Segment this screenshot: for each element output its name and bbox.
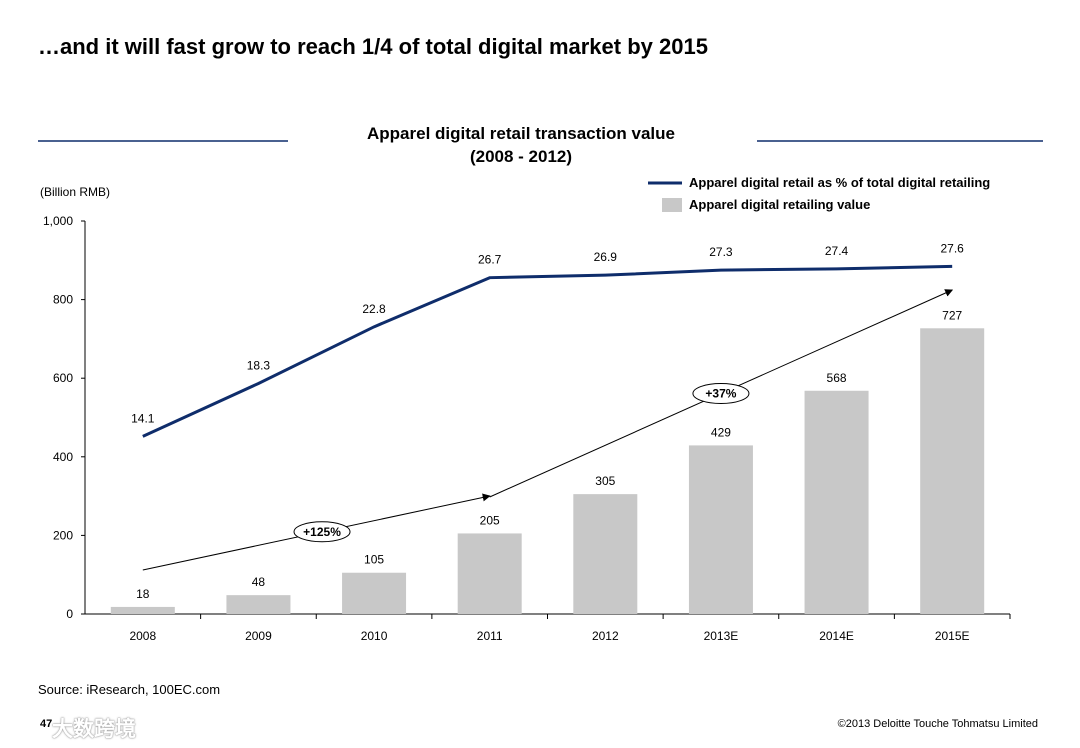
- chart-title: Apparel digital retail transaction value: [367, 124, 675, 143]
- bar-label: 568: [827, 371, 847, 385]
- x-tick-label: 2009: [245, 629, 272, 643]
- line-label: 18.3: [247, 358, 271, 372]
- copyright: ©2013 Deloitte Touche Tohmatsu Limited: [837, 718, 1038, 730]
- page-number: 47: [40, 718, 53, 730]
- y-axis-label: (Billion RMB): [40, 185, 110, 199]
- bar: [457, 533, 522, 614]
- y-tick-label: 600: [53, 371, 73, 385]
- y-tick-label: 0: [66, 607, 73, 621]
- chart-subtitle: (2008 - 2012): [470, 147, 572, 166]
- bar: [920, 328, 985, 614]
- bar-label: 18: [136, 587, 150, 601]
- bar-label: 429: [711, 425, 731, 439]
- line-label: 26.9: [594, 250, 618, 264]
- growth-badge: [293, 521, 351, 543]
- legend-bar-swatch: [662, 198, 682, 212]
- x-tick-label: 2011: [477, 629, 503, 643]
- x-tick-label: 2015E: [935, 629, 970, 643]
- line-label: 26.7: [478, 253, 502, 267]
- line-label: 27.4: [825, 244, 849, 258]
- bar-label: 205: [480, 513, 500, 527]
- bar: [804, 390, 869, 614]
- source-note: Source: iResearch, 100EC.com: [38, 682, 221, 697]
- growth-label: +125%: [303, 525, 341, 539]
- line-label: 14.1: [131, 411, 155, 425]
- bar: [226, 595, 291, 614]
- line-label: 22.8: [362, 302, 386, 316]
- line-label: 27.6: [941, 241, 965, 255]
- line-series: [142, 264, 953, 438]
- bar: [342, 572, 407, 614]
- x-tick-label: 2014E: [819, 629, 854, 643]
- bar: [688, 445, 753, 614]
- growth-badge: [692, 383, 750, 404]
- slide-title: …and it will fast grow to reach 1/4 of t…: [38, 34, 708, 59]
- legend-bar-label: Apparel digital retailing value: [689, 197, 870, 212]
- x-tick-label: 2012: [592, 629, 619, 643]
- legend-line-label: Apparel digital retail as % of total dig…: [689, 175, 990, 190]
- bar-label: 105: [364, 553, 384, 567]
- x-tick-label: 2013E: [704, 629, 739, 643]
- y-tick-label: 400: [53, 450, 73, 464]
- watermark: 大数跨境: [52, 718, 136, 741]
- x-tick-label: 2010: [361, 629, 388, 643]
- y-tick-label: 800: [53, 293, 73, 307]
- y-tick-label: 200: [53, 528, 73, 542]
- growth-label: +37%: [705, 387, 736, 401]
- bar-label: 48: [252, 575, 266, 589]
- line-label: 27.3: [709, 245, 733, 259]
- x-tick-label: 2008: [129, 629, 156, 643]
- bar: [110, 606, 175, 614]
- y-tick-label: 1,000: [43, 214, 73, 228]
- bar-label: 727: [942, 308, 962, 322]
- bar: [573, 494, 638, 614]
- bar-label: 305: [595, 474, 615, 488]
